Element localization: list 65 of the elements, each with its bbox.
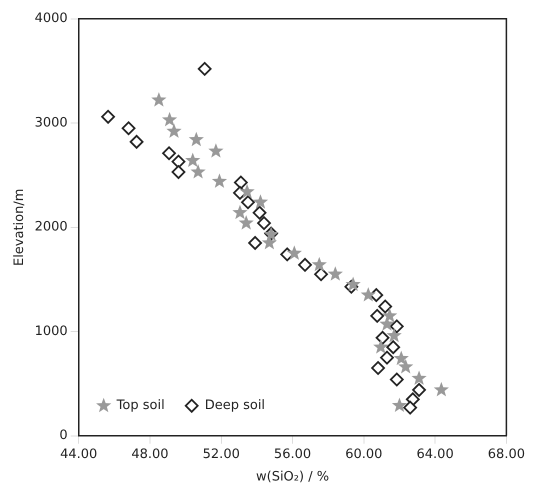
point: [198, 62, 212, 76]
point: [328, 266, 343, 281]
point: [403, 400, 418, 415]
point: [162, 146, 176, 160]
point: [185, 152, 200, 168]
x-tick-label: 44.00: [60, 446, 98, 462]
point: [166, 123, 182, 138]
point: [257, 216, 271, 230]
x-axis-title: w(SiO₂) / %: [256, 470, 330, 485]
y-axis-title: Elevation/m: [12, 188, 28, 266]
point: [190, 164, 206, 179]
point: [412, 383, 426, 397]
point: [188, 132, 204, 146]
point: [392, 398, 408, 412]
point: [241, 195, 255, 210]
point: [373, 339, 388, 354]
point: [252, 206, 266, 220]
point: [252, 194, 268, 209]
point: [434, 382, 449, 396]
point: [379, 316, 395, 331]
x-tick-label: 56.00: [274, 446, 312, 462]
point: [312, 256, 327, 272]
point: [208, 143, 224, 158]
legend-label: Deep soil: [204, 398, 266, 414]
point: [248, 236, 262, 250]
point: [378, 300, 392, 314]
point: [390, 372, 404, 386]
point: [386, 340, 400, 354]
point: [411, 370, 427, 385]
y-tick-label: 0: [59, 428, 68, 444]
point: [172, 154, 186, 169]
point: [232, 204, 248, 220]
point: [386, 328, 402, 342]
point: [238, 215, 254, 230]
point: [172, 165, 186, 179]
point: [101, 110, 115, 124]
legend-label: Top soil: [116, 398, 165, 414]
point: [394, 350, 409, 366]
y-tick-label: 4000: [34, 11, 68, 26]
x-tick-label: 68.00: [488, 446, 525, 462]
point: [346, 276, 361, 292]
point: [298, 258, 312, 272]
point: [234, 176, 248, 190]
point: [162, 112, 178, 126]
x-tick-label: 48.00: [131, 446, 169, 462]
point: [151, 92, 166, 107]
point: [122, 121, 136, 136]
x-tick-label: 64.00: [416, 446, 454, 462]
x-tick-label: 60.00: [345, 446, 382, 462]
y-tick-label: 1000: [34, 324, 68, 339]
point: [360, 287, 376, 302]
point: [398, 358, 414, 374]
point: [130, 134, 144, 149]
point: [239, 184, 255, 198]
point: [371, 361, 385, 375]
y-tick-label: 2000: [34, 220, 68, 235]
point: [314, 267, 328, 282]
x-tick-label: 52.00: [202, 446, 240, 462]
y-tick-label: 3000: [34, 115, 68, 130]
point: [390, 319, 404, 334]
point: [376, 330, 390, 345]
point: [286, 245, 302, 260]
point: [370, 309, 384, 323]
point: [380, 350, 394, 365]
point: [212, 173, 228, 188]
